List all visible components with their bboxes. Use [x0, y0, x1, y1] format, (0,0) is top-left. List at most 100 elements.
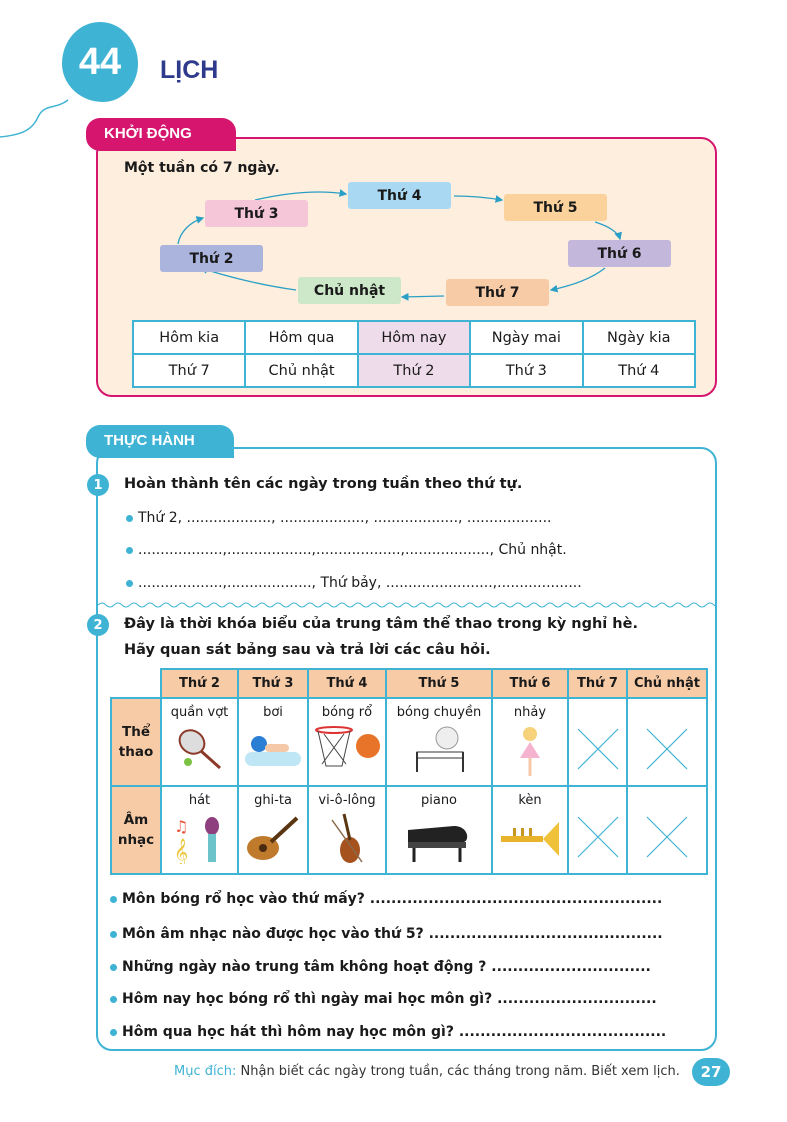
table-header: Thứ 7	[567, 668, 628, 699]
table-header: Ngày mai	[469, 320, 584, 355]
table-row: Âm nhạc hát ♫ 𝄞 ghi-ta vi-ô-lông piano kèn	[110, 785, 708, 875]
table-cell: Thứ 7	[131, 353, 247, 388]
question-item: Hôm nay học bóng rổ thì ngày mai học môn…	[110, 991, 657, 1007]
svg-text:♫: ♫	[174, 817, 188, 836]
schedule-cell: bơi	[237, 697, 309, 787]
table-row: Hôm kia Hôm qua Hôm nay Ngày mai Ngày ki…	[131, 320, 697, 355]
day-label: Thứ 2	[189, 250, 234, 267]
day-label: Chủ nhật	[313, 282, 386, 299]
cross-icon	[577, 728, 618, 770]
cross-icon	[646, 816, 688, 858]
day-label: Thứ 6	[597, 245, 642, 262]
relative-days-table: Hôm kia Hôm qua Hôm nay Ngày mai Ngày ki…	[131, 320, 697, 388]
cycle-arrows	[177, 189, 622, 301]
wavy-divider	[98, 602, 715, 608]
schedule-cell-empty	[567, 785, 628, 875]
day-label: Thứ 5	[533, 199, 578, 216]
table-row: Thứ 7 Chủ nhật Thứ 2 Thứ 3 Thứ 4	[131, 353, 697, 388]
table-cell: Thứ 2	[356, 353, 472, 388]
warmup-intro: Một tuần có 7 ngày.	[124, 160, 280, 176]
answer-line: Thứ 2, ..................., ............…	[126, 510, 551, 526]
exercise-2-question-line2: Hãy quan sát bảng sau và trả lời các câu…	[124, 642, 491, 658]
day-box-thu-2: Thứ 2	[160, 245, 263, 272]
answer-line: ...................,...................,…	[126, 542, 567, 558]
table-row: Thể thao quần vợt bơi bóng rổ bóng chuyền…	[110, 697, 708, 787]
bullet-icon	[110, 895, 117, 903]
table-header: Thứ 6	[491, 668, 569, 699]
schedule-cell: kèn	[491, 785, 569, 875]
day-box-chu-nhat: Chủ nhật	[298, 277, 401, 304]
table-cell: Thứ 4	[581, 353, 697, 388]
exercise-2-number: 2	[87, 614, 109, 636]
day-label: Thứ 3	[234, 205, 279, 222]
day-box-thu-7: Thứ 7	[446, 279, 549, 306]
piano-icon	[408, 826, 468, 862]
dancer-icon	[520, 727, 540, 776]
table-cell: Thứ 3	[469, 353, 584, 388]
day-box-thu-3: Thứ 3	[205, 200, 308, 227]
table-header: Thứ 5	[385, 668, 493, 699]
basketball-icon	[315, 726, 380, 767]
tennis-racket-icon	[178, 729, 221, 770]
lesson-number: 44	[78, 40, 122, 83]
table-header: Hôm qua	[244, 320, 359, 355]
cross-icon	[646, 728, 688, 770]
warmup-tab: KHỞI ĐỘNG	[86, 118, 236, 151]
bullet-icon	[110, 963, 117, 971]
schedule-cell: hát ♫ 𝄞	[160, 785, 239, 875]
table-header: Hôm nay	[356, 320, 472, 355]
footer-text: Nhận biết các ngày trong tuần, các tháng…	[236, 1064, 680, 1079]
svg-text:𝄞: 𝄞	[174, 838, 188, 864]
table-row: Thứ 2 Thứ 3 Thứ 4 Thứ 5 Thứ 6 Thứ 7 Chủ …	[111, 668, 708, 699]
day-box-thu-6: Thứ 6	[568, 240, 671, 267]
schedule-cell: bóng rổ	[307, 697, 387, 787]
swimmer-icon	[245, 736, 301, 766]
cross-icon	[577, 816, 618, 858]
bullet-icon	[110, 995, 117, 1003]
practice-tab: THỰC HÀNH	[86, 425, 234, 458]
table-header: Thứ 3	[237, 668, 309, 699]
bullet-icon	[126, 546, 133, 554]
guitar-icon	[247, 816, 299, 860]
schedule-cell: vi-ô-lông	[307, 785, 387, 875]
schedule-table: Thứ 2 Thứ 3 Thứ 4 Thứ 5 Thứ 6 Thứ 7 Chủ …	[110, 668, 708, 875]
schedule-cell-empty	[626, 785, 708, 875]
table-header: Hôm kia	[131, 320, 247, 355]
balloon-string	[0, 99, 69, 138]
schedule-cell-empty	[626, 697, 708, 787]
day-box-thu-4: Thứ 4	[348, 182, 451, 209]
row-header-sports: Thể thao	[110, 697, 162, 787]
schedule-cell: ghi-ta	[237, 785, 309, 875]
table-corner	[111, 669, 161, 698]
schedule-cell: piano	[385, 785, 493, 875]
page-number: 27	[692, 1058, 730, 1086]
schedule-cell: quần vợt	[160, 697, 239, 787]
day-label: Thứ 4	[377, 187, 422, 204]
table-header: Ngày kia	[581, 320, 697, 355]
question-item: Những ngày nào trung tâm không hoạt động…	[110, 959, 651, 975]
table-cell: Chủ nhật	[244, 353, 359, 388]
exercise-2-question-line1: Đây là thời khóa biểu của trung tâm thể …	[124, 616, 638, 632]
violin-icon	[331, 813, 363, 863]
row-header-music: Âm nhạc	[110, 785, 162, 875]
day-box-thu-5: Thứ 5	[504, 194, 607, 221]
lesson-number-balloon: 44	[62, 22, 138, 102]
volleyball-icon	[416, 726, 464, 772]
bullet-icon	[110, 1028, 117, 1036]
schedule-cell: nhảy	[491, 697, 569, 787]
table-header: Thứ 2	[160, 668, 239, 699]
bullet-icon	[126, 579, 133, 587]
exercise-1-question: Hoàn thành tên các ngày trong tuần theo …	[124, 476, 523, 492]
schedule-cell-empty	[567, 697, 628, 787]
question-item: Hôm qua học hát thì hôm nay học môn gì? …	[110, 1024, 666, 1040]
footer-label: Mục đích:	[174, 1064, 237, 1079]
bullet-icon	[110, 930, 117, 938]
bullet-icon	[126, 514, 133, 522]
lesson-title: LỊCH	[160, 56, 219, 84]
trumpet-icon	[501, 822, 559, 856]
microphone-icon: ♫𝄞	[174, 817, 219, 864]
exercise-1-number: 1	[87, 474, 109, 496]
answer-line: ...................,...................,…	[126, 575, 582, 591]
question-item: Môn bóng rổ học vào thứ mấy? ...........…	[110, 891, 662, 907]
day-label: Thứ 7	[475, 284, 520, 301]
